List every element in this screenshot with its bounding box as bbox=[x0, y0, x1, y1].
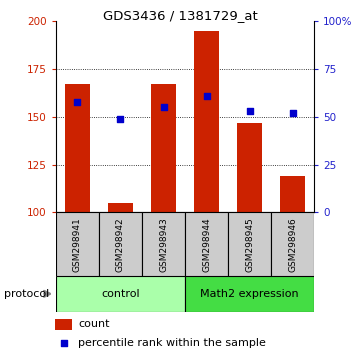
Bar bbox=[65, 84, 90, 212]
Text: GDS3436 / 1381729_at: GDS3436 / 1381729_at bbox=[103, 9, 258, 22]
Bar bbox=[185, 212, 228, 276]
Point bbox=[118, 116, 123, 121]
Bar bbox=[56, 212, 99, 276]
Bar bbox=[151, 84, 177, 212]
Bar bbox=[185, 276, 314, 312]
Text: count: count bbox=[78, 319, 110, 330]
Text: percentile rank within the sample: percentile rank within the sample bbox=[78, 338, 266, 348]
Text: GSM298945: GSM298945 bbox=[245, 217, 254, 272]
Text: GSM298942: GSM298942 bbox=[116, 217, 125, 272]
Point bbox=[75, 99, 81, 104]
Bar bbox=[99, 212, 142, 276]
Text: Math2 expression: Math2 expression bbox=[200, 289, 299, 299]
Point bbox=[61, 340, 67, 346]
Point bbox=[247, 108, 252, 114]
Bar bbox=[228, 212, 271, 276]
Text: protocol: protocol bbox=[4, 289, 49, 299]
Bar bbox=[271, 212, 314, 276]
Bar bbox=[193, 31, 219, 212]
Bar bbox=[280, 176, 305, 212]
Text: GSM298944: GSM298944 bbox=[202, 217, 211, 272]
Text: control: control bbox=[101, 289, 140, 299]
Bar bbox=[142, 212, 185, 276]
Bar bbox=[56, 319, 72, 330]
Text: GSM298943: GSM298943 bbox=[159, 217, 168, 272]
Text: GSM298941: GSM298941 bbox=[73, 217, 82, 272]
Text: GSM298946: GSM298946 bbox=[288, 217, 297, 272]
Bar bbox=[108, 203, 134, 212]
Point bbox=[290, 110, 295, 116]
Bar bbox=[56, 276, 185, 312]
Bar bbox=[237, 122, 262, 212]
Point bbox=[204, 93, 209, 99]
Point bbox=[161, 104, 166, 110]
